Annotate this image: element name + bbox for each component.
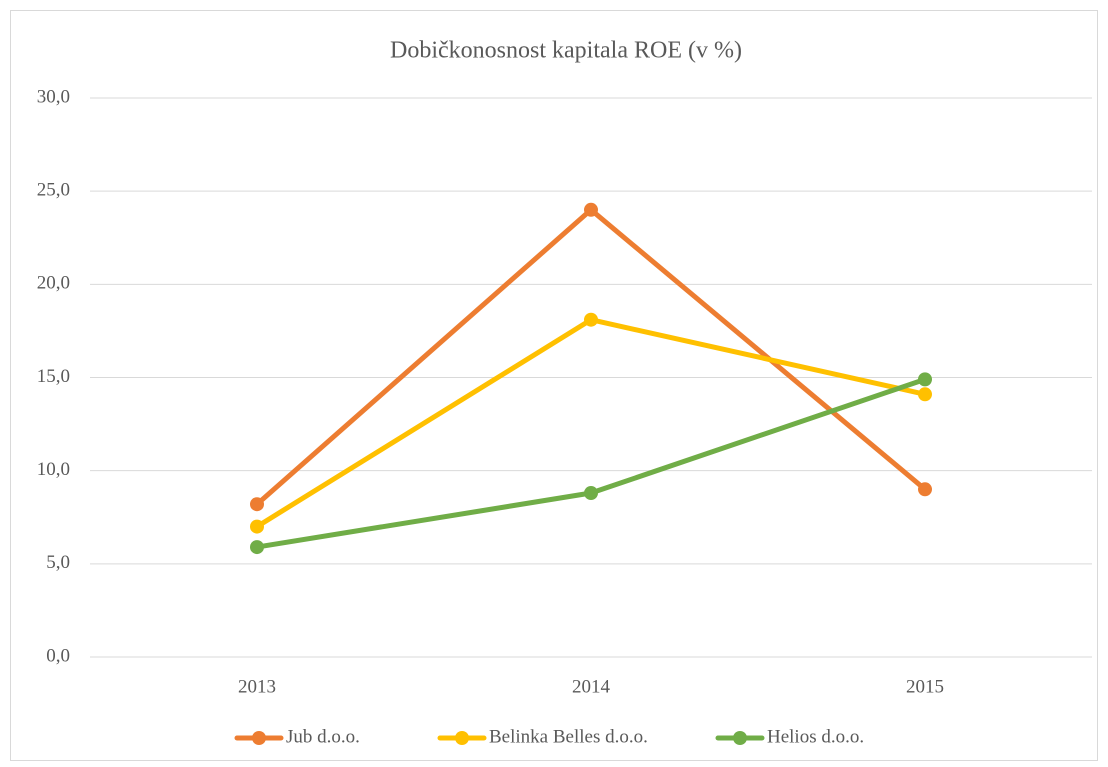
legend-marker <box>252 731 266 745</box>
y-tick-label: 25,0 <box>37 180 70 201</box>
data-point <box>918 387 932 402</box>
legend-label: Belinka Belles d.o.o. <box>489 726 648 747</box>
data-point <box>250 540 264 555</box>
legend-marker <box>733 731 747 745</box>
legend-label: Jub d.o.o. <box>286 726 360 747</box>
y-tick-label: 10,0 <box>37 459 70 480</box>
x-tick-label: 2014 <box>572 676 611 697</box>
data-point <box>918 372 932 387</box>
y-tick-label: 5,0 <box>46 552 70 573</box>
legend-label: Helios d.o.o. <box>767 726 864 747</box>
x-tick-label: 2013 <box>238 676 276 697</box>
data-point <box>250 497 264 512</box>
chart-title: Dobičkonosnost kapitala ROE (v %) <box>390 38 742 64</box>
y-tick-label: 15,0 <box>37 366 70 387</box>
data-point <box>584 486 598 501</box>
data-point <box>918 482 932 497</box>
legend-marker <box>455 731 469 745</box>
y-tick-label: 0,0 <box>46 645 70 666</box>
chart-border <box>10 10 1098 761</box>
y-tick-label: 20,0 <box>37 273 70 294</box>
data-point <box>584 202 598 217</box>
data-point <box>250 519 264 534</box>
y-tick-label: 30,0 <box>37 86 70 107</box>
x-tick-label: 2015 <box>906 676 944 697</box>
data-point <box>584 312 598 327</box>
